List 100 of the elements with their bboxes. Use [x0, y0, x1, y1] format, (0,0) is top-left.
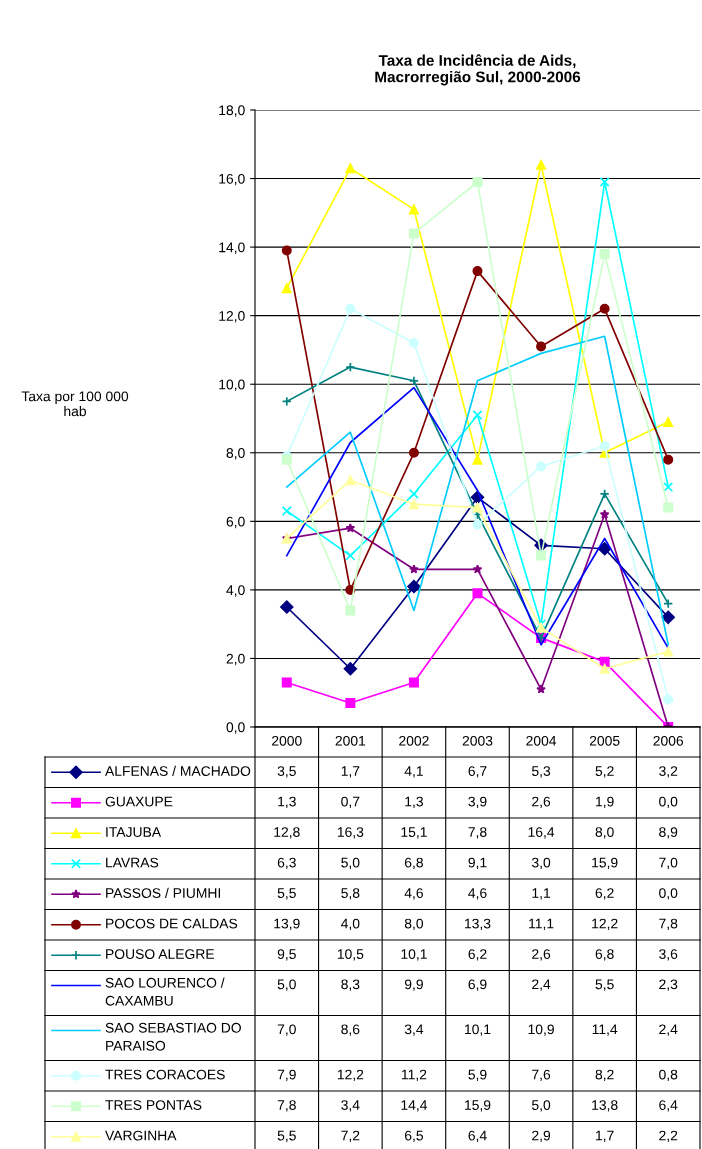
data-label: 2,4 [659, 1024, 678, 1036]
data-label: 12,8 [274, 827, 300, 839]
legend-label: PASSOS / PIUMHI [106, 887, 220, 898]
data-label: 3,0 [531, 857, 551, 870]
y-tick-label: 14,0 [219, 242, 245, 254]
data-label: 7,9 [277, 1069, 296, 1082]
data-label: 0,0 [659, 796, 678, 809]
data-label: 2,4 [532, 979, 551, 991]
y-tick-label: 2,0 [226, 653, 245, 666]
data-label: 7,0 [659, 857, 678, 870]
data-label: 5,8 [341, 888, 360, 900]
data-label: 5,3 [531, 766, 551, 778]
data-label: 5,0 [277, 979, 296, 991]
data-label: 11,2 [401, 1069, 427, 1082]
data-label: 3,4 [404, 1024, 424, 1036]
data-label: 1,3 [405, 796, 423, 809]
data-label: 6,9 [468, 979, 487, 991]
data-label: 6,2 [595, 888, 614, 900]
data-label: 8,6 [341, 1024, 360, 1036]
legend-label: POUSO ALEGRE [106, 949, 215, 959]
data-label: 6,8 [404, 857, 423, 870]
data-label: 0,8 [659, 1069, 678, 1082]
data-label: 7,0 [277, 1024, 296, 1036]
y-tick-label: 8,0 [226, 448, 245, 460]
data-label: 15,9 [592, 857, 618, 870]
data-label: 0,0 [659, 888, 678, 900]
data-label: 1,7 [341, 766, 360, 778]
data-label: 3,2 [659, 766, 678, 778]
data-label: 9,5 [277, 949, 296, 961]
data-label: 10,1 [465, 1024, 491, 1036]
data-label: 4,6 [404, 888, 423, 900]
data-label: 15,1 [401, 827, 427, 839]
legend-label: GUAXUPE [105, 796, 173, 807]
legend-label: ALFENAS / MACHADO [105, 765, 251, 776]
data-label: 13,3 [465, 918, 491, 931]
data-label: 1,9 [596, 796, 614, 809]
data-label: 12,2 [337, 1069, 364, 1082]
data-label: 2,6 [532, 796, 551, 809]
data-label: 7,8 [468, 827, 487, 839]
chart-title: Taxa de Incidência de Aids, Macrorregião Sul, 2000-2006 [375, 54, 581, 86]
y-tick-label: 6,0 [226, 516, 245, 529]
data-label: 8,3 [341, 979, 360, 991]
legend-label: LAVRAS [106, 857, 159, 868]
legend-label: ITAJUBA [106, 827, 162, 837]
x-tick-label: 2006 [653, 735, 684, 746]
data-label: 7,6 [532, 1069, 551, 1082]
y-tick-label: 4,0 [226, 585, 245, 597]
data-label: 6,4 [659, 1100, 678, 1112]
legend-label: TRES CORACOES [105, 1069, 225, 1080]
data-label: 7,8 [277, 1100, 296, 1112]
data-label: 2,2 [659, 1130, 678, 1143]
data-label: 12,2 [592, 918, 618, 931]
data-label: 3,4 [341, 1100, 360, 1112]
data-label: 0,7 [341, 796, 360, 809]
data-label: 6,2 [468, 949, 487, 961]
data-label: 5,0 [531, 1100, 551, 1112]
data-label: 6,5 [404, 1130, 423, 1143]
legend-label: SAO SEBASTIAO DO PARAISO [105, 1022, 241, 1051]
data-label: 5,2 [595, 766, 614, 778]
data-label: 8,9 [659, 827, 678, 839]
y-tick-label: 18,0 [219, 105, 245, 117]
data-label: 11,4 [592, 1024, 618, 1036]
data-label: 3,9 [468, 796, 487, 809]
y-tick-label: 0,0 [226, 722, 245, 734]
data-label: 10,9 [528, 1024, 554, 1036]
data-label: 2,3 [659, 979, 678, 991]
y-tick-label: 10,0 [219, 379, 245, 392]
data-label: 8,0 [404, 918, 424, 931]
y-tick-label: 12,0 [219, 311, 245, 323]
x-tick-label: 2001 [335, 735, 366, 746]
y-tick-label: 16,0 [219, 173, 245, 186]
data-label: 7,8 [659, 918, 678, 931]
data-label: 9,1 [468, 857, 487, 870]
legend-label: POCOS DE CALDAS [106, 918, 238, 929]
text: Taxa por 100 000 hab [21, 391, 129, 417]
data-label: 8,0 [595, 827, 614, 839]
x-tick-label: 2004 [526, 735, 557, 746]
x-tick-label: 2003 [462, 735, 493, 746]
data-label: 8,2 [595, 1069, 614, 1082]
data-label: 3,5 [277, 766, 296, 778]
data-label: 1,1 [532, 888, 551, 900]
data-label: 13,8 [592, 1100, 618, 1112]
data-label: 15,9 [465, 1100, 491, 1112]
x-tick-label: 2002 [399, 735, 429, 746]
data-label: 6,4 [468, 1130, 487, 1143]
data-label: 11,1 [529, 918, 554, 931]
legend-label: VARGINHA [105, 1130, 177, 1141]
data-label: 4,6 [468, 888, 487, 900]
data-label: 13,9 [274, 918, 300, 931]
data-label: 6,3 [277, 857, 296, 870]
data-label: 7,2 [341, 1130, 360, 1143]
data-label: 14,4 [401, 1100, 428, 1112]
data-label: 5,5 [277, 1130, 296, 1143]
data-label: 5,5 [595, 979, 614, 991]
x-tick-label: 2000 [272, 735, 302, 746]
data-label: 16,3 [337, 827, 364, 839]
data-label: 10,5 [337, 949, 364, 961]
data-label: 10,1 [401, 949, 427, 961]
data-label: 6,7 [468, 766, 487, 778]
x-tick-label: 2005 [589, 735, 620, 746]
